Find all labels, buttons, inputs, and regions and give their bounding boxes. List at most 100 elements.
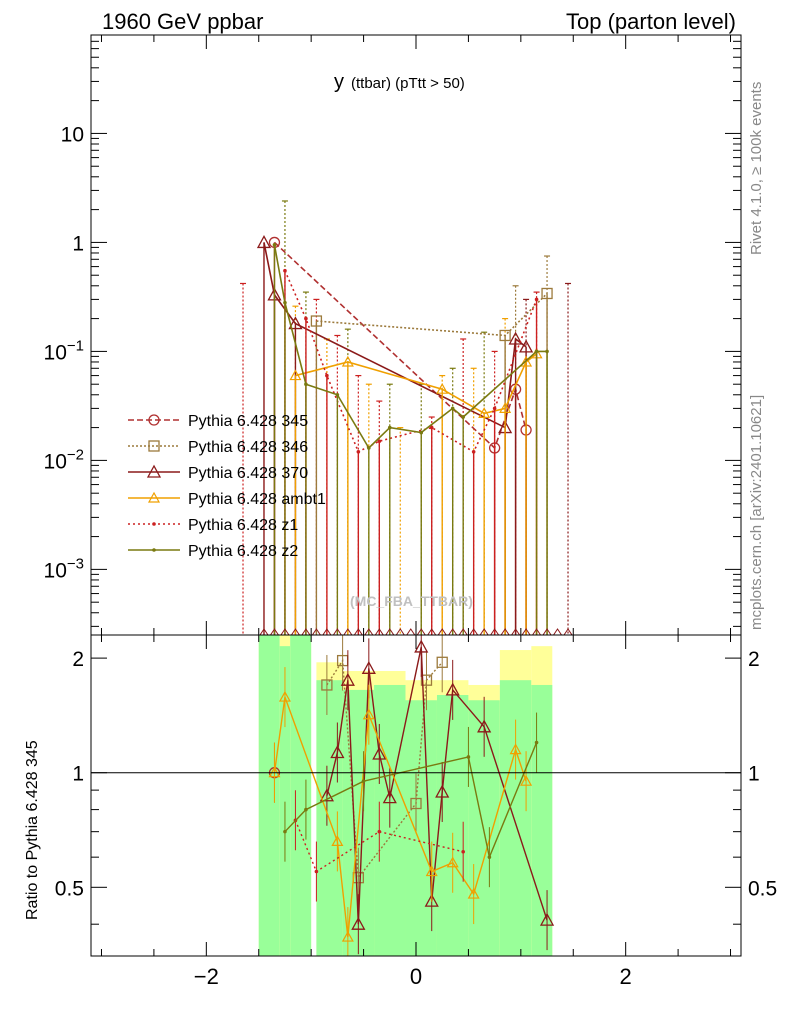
ratio-point xyxy=(278,690,291,702)
ratio-point xyxy=(361,779,366,783)
ratio-point xyxy=(477,719,492,733)
data-point xyxy=(387,425,392,430)
ratio-band-inner xyxy=(436,694,469,956)
legend-label: Pythia 6.428 z2 xyxy=(188,543,298,560)
underflow-marker xyxy=(437,628,447,635)
analysis-watermark: (MC_FBA_TTBAR) xyxy=(350,593,473,609)
data-point xyxy=(534,349,539,354)
legend-marker xyxy=(152,548,156,552)
ratio-point xyxy=(377,829,382,834)
ratio-point xyxy=(314,869,319,874)
ratio-point xyxy=(382,790,397,804)
y-tick-label: 10 xyxy=(61,123,84,146)
ratio-point xyxy=(340,672,355,686)
data-point xyxy=(450,406,455,411)
y-tick-label: 10−2 xyxy=(44,446,84,473)
underflow-marker xyxy=(353,628,363,635)
underflow-marker xyxy=(290,628,301,635)
underflow-marker xyxy=(427,628,437,635)
y-tick-label-right: 2 xyxy=(748,648,760,671)
y-tick-label-right: 1 xyxy=(748,763,760,786)
legend-label: Pythia 6.428 ambt1 xyxy=(188,491,326,508)
data-point xyxy=(304,316,308,321)
data-point xyxy=(520,355,533,367)
underflow-marker xyxy=(479,628,489,635)
legend-label: Pythia 6.428 346 xyxy=(188,439,308,456)
ratio-point xyxy=(436,656,448,668)
data-point xyxy=(283,300,287,305)
x-tick-label: −2 xyxy=(194,964,219,989)
underflow-marker xyxy=(406,628,416,635)
underflow-marker xyxy=(552,628,563,635)
data-point xyxy=(256,235,272,249)
underflow-marker xyxy=(374,628,384,635)
ratio-point xyxy=(534,740,539,745)
ratio-point xyxy=(461,849,465,854)
data-point xyxy=(436,382,449,394)
y-tick-label: 2 xyxy=(72,648,84,671)
legend-marker xyxy=(148,414,160,426)
legend: Pythia 6.428 345 Pythia 6.428 346 Pythia 6… xyxy=(128,413,326,560)
underflow-marker xyxy=(531,628,542,635)
underflow-marker xyxy=(259,628,269,635)
underflow-marker xyxy=(458,628,468,635)
data-point xyxy=(518,339,534,353)
ratio-point xyxy=(424,893,439,907)
underflow-marker xyxy=(448,628,458,635)
plot-title: y xyxy=(334,71,344,93)
underflow-marker xyxy=(542,628,552,635)
ratio-point xyxy=(446,856,459,868)
data-point xyxy=(367,446,371,450)
ratio-point xyxy=(420,674,433,686)
ratio-point xyxy=(319,788,334,802)
underflow-marker xyxy=(322,628,332,635)
y-tick-label: 1 xyxy=(72,763,84,786)
underflow-marker xyxy=(301,628,311,635)
ratio-point xyxy=(425,865,438,877)
data-point xyxy=(335,392,340,397)
ratio-point xyxy=(304,807,308,812)
underflow-marker xyxy=(332,628,342,635)
ratio-point xyxy=(330,745,345,759)
ratio-band-inner xyxy=(531,684,553,956)
ratio-point xyxy=(487,855,492,859)
data-point xyxy=(377,439,382,444)
underflow-marker xyxy=(311,628,322,635)
ratio-point xyxy=(372,746,387,760)
ratio-series-line xyxy=(326,658,443,880)
ratio-point xyxy=(466,755,471,759)
legend-label: Pythia 6.428 370 xyxy=(188,465,308,482)
ratio-series-line xyxy=(273,696,527,938)
ratio-series-layer xyxy=(268,635,555,956)
underflow-marker xyxy=(563,628,573,635)
series-line xyxy=(316,292,548,337)
data-point xyxy=(499,329,511,342)
data-point xyxy=(461,415,465,419)
data-point xyxy=(478,407,491,418)
ratio-point xyxy=(341,930,354,942)
plot-subtitle: (ttbar) (pTtt > 50) xyxy=(351,75,465,92)
ratio-point xyxy=(410,797,422,810)
underflow-marker xyxy=(269,628,280,635)
ratio-band-inner xyxy=(258,635,280,956)
underflow-marker xyxy=(280,628,290,635)
data-point xyxy=(310,315,323,327)
side-rivet-label: Rivet 4.1.0, ≥ 100k events xyxy=(748,81,765,255)
y-tick-label: 10−1 xyxy=(44,337,84,364)
legend-label: Pythia 6.428 z1 xyxy=(188,517,298,534)
ratio-series-line xyxy=(284,742,538,860)
y-tick-label-right: 0.5 xyxy=(748,877,777,900)
data-point xyxy=(356,449,361,454)
ratio-band-inner xyxy=(290,635,312,956)
underflow-marker xyxy=(469,628,479,635)
ratio-point xyxy=(414,639,429,653)
underflow-marker xyxy=(416,628,426,635)
x-tick-label: 2 xyxy=(620,964,632,989)
underflow-marker xyxy=(364,628,374,635)
ratio-point xyxy=(331,835,344,847)
underflow-marker xyxy=(385,628,395,635)
ratio-point xyxy=(520,774,533,786)
data-point xyxy=(471,449,476,454)
legend-label: Pythia 6.428 345 xyxy=(188,413,308,430)
